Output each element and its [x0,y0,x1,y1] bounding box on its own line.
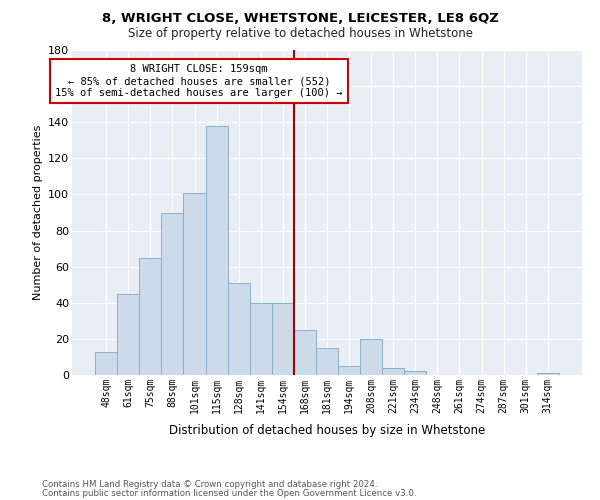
Bar [537,373,559,375]
Bar [338,366,360,375]
Bar [382,368,404,375]
Bar [250,303,272,375]
Bar [294,330,316,375]
Text: 8 WRIGHT CLOSE: 159sqm
← 85% of detached houses are smaller (552)
15% of semi-de: 8 WRIGHT CLOSE: 159sqm ← 85% of detached… [55,64,343,98]
Bar [227,283,250,375]
Text: 8, WRIGHT CLOSE, WHETSTONE, LEICESTER, LE8 6QZ: 8, WRIGHT CLOSE, WHETSTONE, LEICESTER, L… [101,12,499,26]
Y-axis label: Number of detached properties: Number of detached properties [32,125,43,300]
Bar [206,126,227,375]
Bar [117,294,139,375]
Text: Contains public sector information licensed under the Open Government Licence v3: Contains public sector information licen… [42,488,416,498]
Bar [360,339,382,375]
Bar [316,348,338,375]
Bar [272,303,294,375]
Bar [139,258,161,375]
Bar [95,352,117,375]
Bar [161,212,184,375]
Bar [184,192,206,375]
Text: Size of property relative to detached houses in Whetstone: Size of property relative to detached ho… [128,28,473,40]
Bar [404,372,427,375]
X-axis label: Distribution of detached houses by size in Whetstone: Distribution of detached houses by size … [169,424,485,437]
Text: Contains HM Land Registry data © Crown copyright and database right 2024.: Contains HM Land Registry data © Crown c… [42,480,377,489]
